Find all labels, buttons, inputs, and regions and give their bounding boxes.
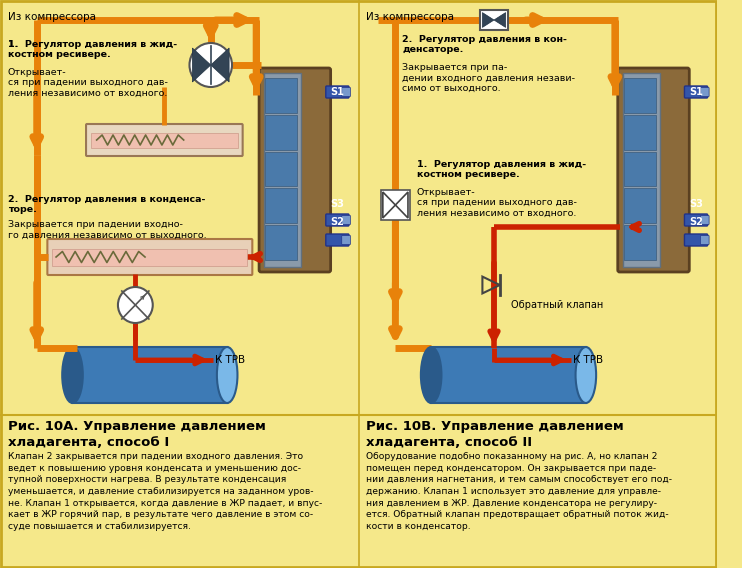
- FancyBboxPatch shape: [342, 236, 350, 244]
- Polygon shape: [494, 12, 505, 27]
- Text: S3: S3: [331, 199, 344, 209]
- Text: Клапан 2 закрывается при падении входного давления. Это
ведет к повышению уровня: Клапан 2 закрывается при падении входног…: [7, 452, 322, 531]
- Text: 2.  Регулятор давления в конденса-
торе.: 2. Регулятор давления в конденса- торе.: [7, 195, 205, 214]
- FancyBboxPatch shape: [86, 124, 243, 156]
- Text: S3: S3: [689, 199, 703, 209]
- FancyBboxPatch shape: [684, 234, 708, 246]
- FancyBboxPatch shape: [700, 215, 709, 224]
- Text: 1.: 1.: [7, 40, 24, 49]
- Bar: [265, 78, 298, 113]
- Text: 1.  Регулятор давления в жид-
костном ресивере.: 1. Регулятор давления в жид- костном рес…: [417, 160, 585, 179]
- FancyBboxPatch shape: [73, 347, 227, 403]
- Bar: [381, 190, 410, 220]
- Text: Из компрессора: Из компрессора: [367, 12, 454, 22]
- FancyBboxPatch shape: [684, 214, 708, 226]
- Text: S2: S2: [689, 217, 703, 227]
- FancyBboxPatch shape: [684, 86, 708, 98]
- Text: Закрывается при падении входно-
го давления независимо от выходного.: Закрывается при падении входно- го давле…: [7, 220, 206, 239]
- Polygon shape: [211, 48, 229, 82]
- Ellipse shape: [217, 347, 237, 403]
- Text: Обратный клапан: Обратный клапан: [511, 300, 604, 310]
- FancyBboxPatch shape: [342, 215, 350, 224]
- Bar: [623, 152, 656, 186]
- Text: К ТРВ: К ТРВ: [214, 355, 245, 365]
- Bar: [265, 115, 298, 149]
- Bar: [623, 225, 656, 260]
- Text: Открывает-
ся при падении выходного дав-
ления независимо от входного.: Открывает- ся при падении выходного дав-…: [417, 188, 577, 218]
- Text: К ТРВ: К ТРВ: [574, 355, 603, 365]
- Bar: [623, 78, 656, 113]
- Bar: [52, 249, 248, 265]
- Ellipse shape: [421, 347, 441, 403]
- Text: Закрывается при па-
дении входного давления незави-
симо от выходного.: Закрывается при па- дении входного давле…: [402, 63, 575, 93]
- Text: S1: S1: [689, 87, 703, 97]
- FancyBboxPatch shape: [326, 214, 349, 226]
- Text: Рис. 10В. Управление давлением
хладагента, способ II: Рис. 10В. Управление давлением хладагент…: [367, 420, 624, 449]
- FancyBboxPatch shape: [700, 87, 709, 97]
- FancyBboxPatch shape: [618, 68, 689, 272]
- FancyBboxPatch shape: [326, 86, 349, 98]
- FancyBboxPatch shape: [431, 347, 586, 403]
- Text: Рис. 10А. Управление давлением
хладагента, способ I: Рис. 10А. Управление давлением хладагент…: [7, 420, 266, 449]
- Polygon shape: [482, 12, 494, 27]
- Bar: [623, 115, 656, 149]
- FancyBboxPatch shape: [326, 234, 349, 246]
- Text: S2: S2: [331, 217, 344, 227]
- Circle shape: [118, 287, 153, 323]
- Text: 1.  Регулятор давления в жид-
костном ресивере.: 1. Регулятор давления в жид- костном рес…: [7, 40, 177, 60]
- Bar: [481, 10, 508, 30]
- Bar: [264, 73, 301, 267]
- Text: Оборудование подобно показанному на рис. А, но клапан 2
помещен перед конденсато: Оборудование подобно показанному на рис.…: [367, 452, 672, 531]
- FancyBboxPatch shape: [342, 87, 350, 97]
- Text: S1: S1: [331, 87, 344, 97]
- Text: Открывает-
ся при падении выходного дав-
ления независимо от входного.: Открывает- ся при падении выходного дав-…: [7, 68, 168, 98]
- FancyBboxPatch shape: [700, 236, 709, 244]
- Ellipse shape: [576, 347, 596, 403]
- FancyBboxPatch shape: [47, 239, 252, 275]
- Circle shape: [189, 43, 232, 87]
- Ellipse shape: [62, 347, 83, 403]
- Bar: [265, 225, 298, 260]
- Bar: [91, 132, 238, 148]
- Polygon shape: [192, 48, 211, 82]
- Bar: [623, 189, 656, 223]
- FancyBboxPatch shape: [259, 68, 331, 272]
- Text: 2.  Регулятор давления в кон-
денсаторе.: 2. Регулятор давления в кон- денсаторе.: [402, 35, 567, 55]
- Bar: [265, 152, 298, 186]
- Text: Из компрессора: Из компрессора: [7, 12, 96, 22]
- Bar: [265, 189, 298, 223]
- Bar: [623, 73, 660, 267]
